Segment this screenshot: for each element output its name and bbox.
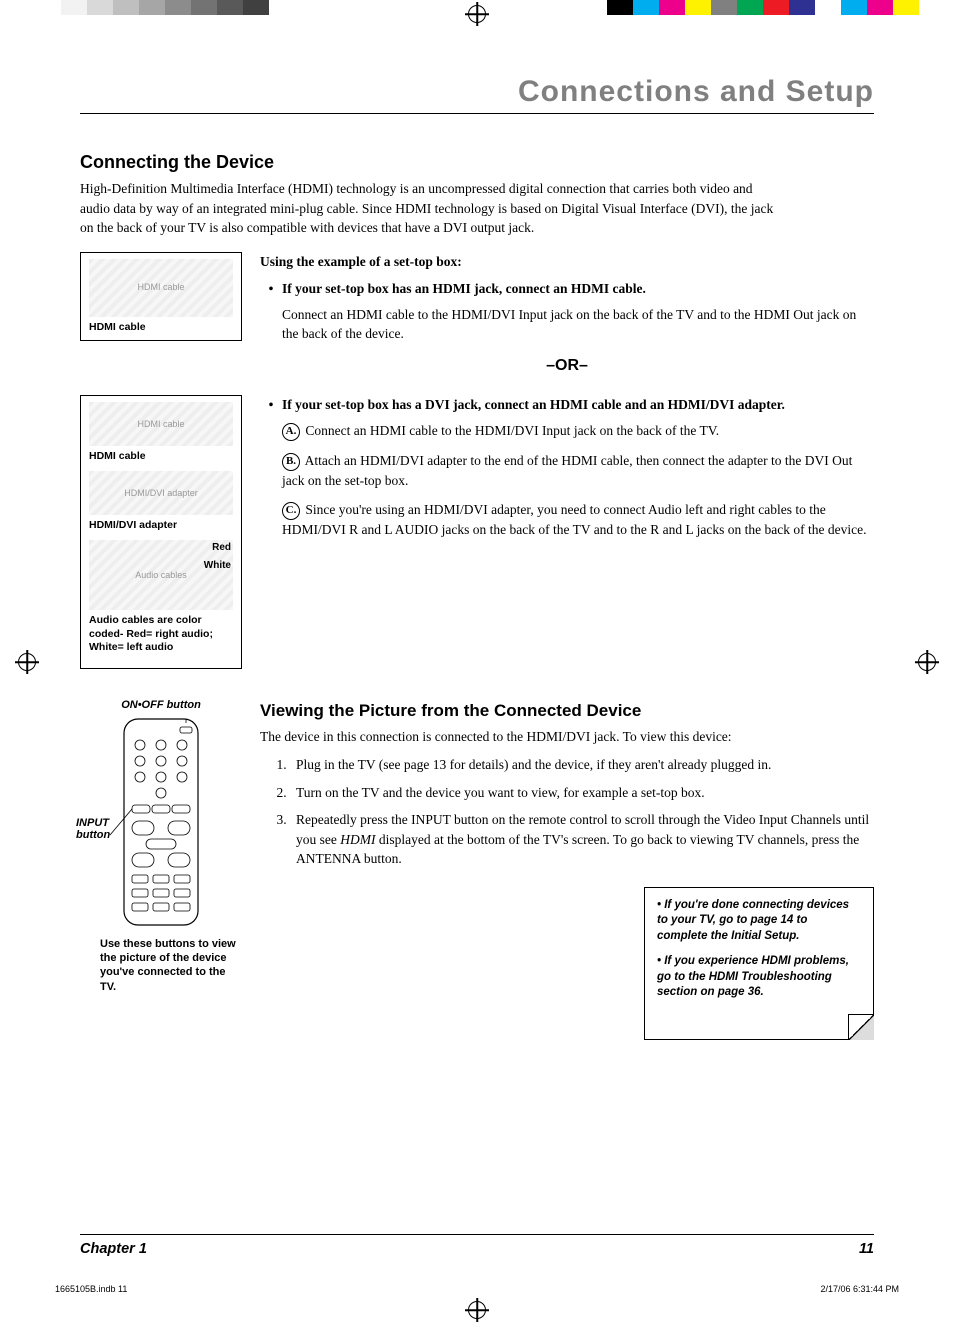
list-item: Plug in the TV (see page 13 for details)… bbox=[290, 755, 874, 775]
bullet-marker: • bbox=[260, 395, 282, 415]
chapter-header: Connections and Setup bbox=[80, 75, 874, 114]
intro-paragraph: High-Definition Multimedia Interface (HD… bbox=[80, 179, 780, 238]
print-timestamp: 2/17/06 6:31:44 PM bbox=[820, 1284, 899, 1294]
example-heading: Using the example of a set-top box: bbox=[260, 252, 874, 272]
figure-caption: HDMI cable bbox=[89, 321, 233, 334]
note-text: • If you experience HDMI problems, go to… bbox=[657, 954, 861, 1001]
print-file-name: 1665105B.indb 11 bbox=[55, 1284, 127, 1294]
hdmi-dvi-adapter-icon: HDMI/DVI adapter bbox=[89, 471, 233, 515]
color-label-white: White bbox=[204, 560, 231, 573]
print-footer: 1665105B.indb 11 2/17/06 6:31:44 PM bbox=[55, 1284, 899, 1294]
registration-mark-icon bbox=[468, 5, 486, 23]
note-text: • If you're done connecting devices to y… bbox=[657, 898, 861, 945]
step-letter-icon: A. bbox=[282, 423, 300, 441]
page-curl-icon bbox=[848, 1014, 874, 1040]
bullet-body: Connect an HDMI cable to the HDMI/DVI In… bbox=[282, 305, 874, 344]
section-intro: The device in this connection is connect… bbox=[260, 727, 874, 747]
remote-control-icon bbox=[106, 717, 216, 927]
remote-side-label: INPUT button bbox=[76, 817, 122, 841]
figure-caption: Audio cables are color coded- Red= right… bbox=[89, 614, 233, 653]
hdmi-cable-icon: HDMI cable bbox=[89, 259, 233, 317]
registration-mark-icon bbox=[18, 653, 36, 671]
figure-caption: HDMI cable bbox=[89, 450, 233, 463]
bullet-bold: If your set-top box has an HDMI jack, co… bbox=[282, 281, 646, 296]
footer-chapter: Chapter 1 bbox=[80, 1241, 147, 1257]
page-footer: Chapter 1 11 bbox=[80, 1234, 874, 1257]
step-b: B. Attach an HDMI/DVI adapter to the end… bbox=[282, 451, 874, 490]
bullet-marker: • bbox=[260, 279, 282, 299]
step-a: A. Connect an HDMI cable to the HDMI/DVI… bbox=[282, 421, 874, 441]
remote-caption: Use these buttons to view the picture of… bbox=[80, 937, 242, 994]
list-item: Repeatedly press the INPUT button on the… bbox=[290, 810, 874, 869]
step3-part-b: displayed at the bottom of the TV's scre… bbox=[296, 832, 859, 867]
color-label-red: Red bbox=[212, 542, 231, 555]
footer-page-number: 11 bbox=[859, 1241, 874, 1257]
step-text: Since you're using an HDMI/DVI adapter, … bbox=[282, 502, 866, 537]
figure-caption: HDMI/DVI adapter bbox=[89, 519, 233, 532]
remote-top-label: ON•OFF button bbox=[80, 699, 242, 711]
section-title: Connecting the Device bbox=[80, 152, 874, 173]
figure-dvi-setup: HDMI cable HDMI cable HDMI/DVI adapter H… bbox=[80, 395, 242, 669]
list-item: Turn on the TV and the device you want t… bbox=[290, 783, 874, 803]
page-content: Connections and Setup Connecting the Dev… bbox=[50, 55, 904, 1269]
step3-em: HDMI bbox=[340, 832, 375, 847]
step-text: Connect an HDMI cable to the HDMI/DVI In… bbox=[305, 423, 719, 438]
step-letter-icon: C. bbox=[282, 502, 300, 520]
registration-mark-icon bbox=[468, 1301, 486, 1319]
step-c: C. Since you're using an HDMI/DVI adapte… bbox=[282, 500, 874, 539]
step-text: Attach an HDMI/DVI adapter to the end of… bbox=[282, 453, 852, 488]
registration-mark-icon bbox=[918, 653, 936, 671]
or-divider: –OR– bbox=[260, 354, 874, 377]
bullet-bold: If your set-top box has a DVI jack, conn… bbox=[282, 397, 785, 412]
steps-list: Plug in the TV (see page 13 for details)… bbox=[290, 755, 874, 869]
hdmi-cable-icon: HDMI cable bbox=[89, 402, 233, 446]
figure-hdmi-cable: HDMI cable HDMI cable bbox=[80, 252, 242, 341]
step-letter-icon: B. bbox=[282, 453, 300, 471]
color-bar-right bbox=[607, 0, 919, 15]
color-bar-left bbox=[35, 0, 269, 15]
note-box: • If you're done connecting devices to y… bbox=[644, 887, 874, 1040]
section-title: Viewing the Picture from the Connected D… bbox=[260, 699, 874, 724]
